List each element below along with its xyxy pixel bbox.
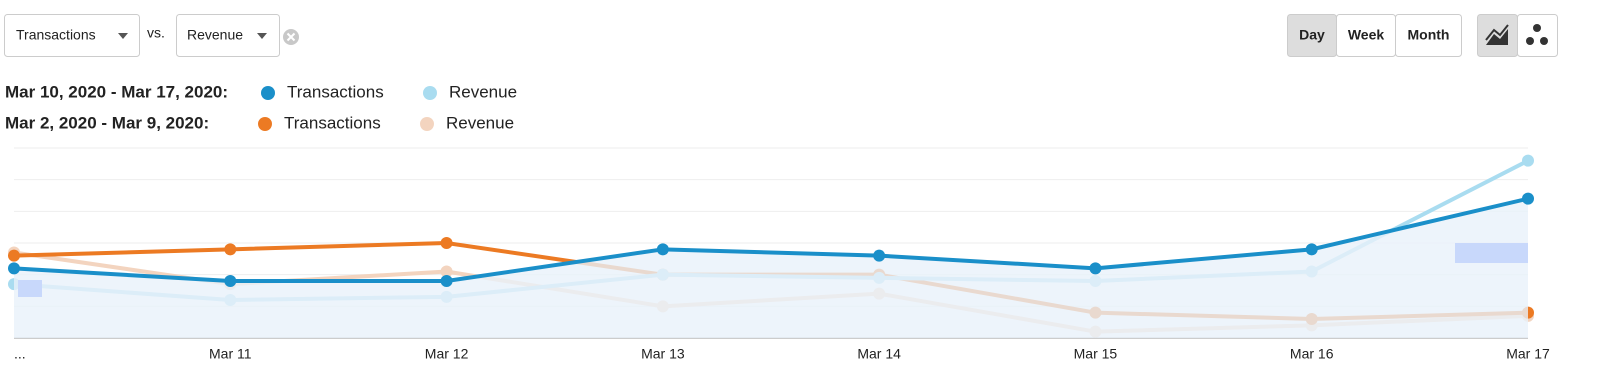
legend-dot: [420, 117, 434, 131]
dropdown-arrow: [118, 33, 128, 39]
x-tick-label: Mar 14: [857, 346, 901, 362]
point: [1089, 262, 1102, 275]
legend-label: Revenue: [449, 82, 517, 101]
point: [8, 262, 20, 275]
dropdown-arrow: [257, 33, 267, 39]
legend-label: Revenue: [446, 113, 514, 132]
interval-label: Day: [1299, 27, 1325, 43]
line-icon: [1486, 29, 1508, 45]
dot-icon: [1533, 24, 1541, 32]
metric-2-label: Revenue: [187, 27, 243, 43]
line-chart-button[interactable]: [1477, 14, 1518, 57]
legend-label: Transactions: [284, 113, 381, 132]
point: [440, 275, 453, 287]
x-tick-label: Mar 11: [209, 346, 252, 362]
versus-label: vs.: [147, 25, 165, 41]
point: [873, 249, 886, 262]
x-tick-label: Mar 12: [425, 346, 469, 362]
legend-dot: [258, 117, 272, 131]
legend-dot: [423, 86, 437, 100]
metric-2-select[interactable]: [176, 14, 280, 57]
interval-label: Month: [1408, 27, 1450, 43]
motion-chart-button[interactable]: [1517, 14, 1558, 57]
x-tick-label: Mar 17: [1506, 346, 1550, 362]
point: [8, 249, 20, 262]
interval-label: Week: [1348, 27, 1385, 43]
x-tick-label: Mar 16: [1290, 346, 1334, 362]
x-tick-label: ...: [14, 346, 26, 362]
line: [13, 196, 1529, 283]
legend-dot: [261, 86, 275, 100]
metric-1-label: Transactions: [16, 27, 96, 43]
area: [14, 198, 1528, 338]
x-tick-label: Mar 13: [641, 346, 685, 362]
point: [1522, 154, 1534, 167]
point: [440, 265, 453, 278]
point: [440, 237, 453, 249]
point: [1305, 243, 1318, 256]
point: [224, 275, 237, 287]
interval-button[interactable]: [1395, 14, 1462, 57]
axis-mask: [1455, 243, 1528, 263]
legend-period: Mar 10, 2020 - Mar 17, 2020:: [5, 82, 228, 101]
clear-button[interactable]: [283, 29, 299, 45]
point: [1522, 192, 1534, 205]
legend-period: Mar 2, 2020 - Mar 9, 2020:: [5, 113, 209, 132]
point: [656, 243, 669, 256]
dot-icon: [1540, 37, 1548, 45]
point: [224, 243, 237, 256]
line-icon: [1485, 24, 1509, 41]
legend-label: Transactions: [287, 82, 384, 101]
chart-view-buttons: [1477, 14, 1558, 57]
x-tick-label: Mar 15: [1074, 346, 1118, 362]
dot-icon: [1526, 37, 1534, 45]
metric-1-select[interactable]: [4, 14, 140, 57]
axis-mask: [18, 280, 42, 297]
